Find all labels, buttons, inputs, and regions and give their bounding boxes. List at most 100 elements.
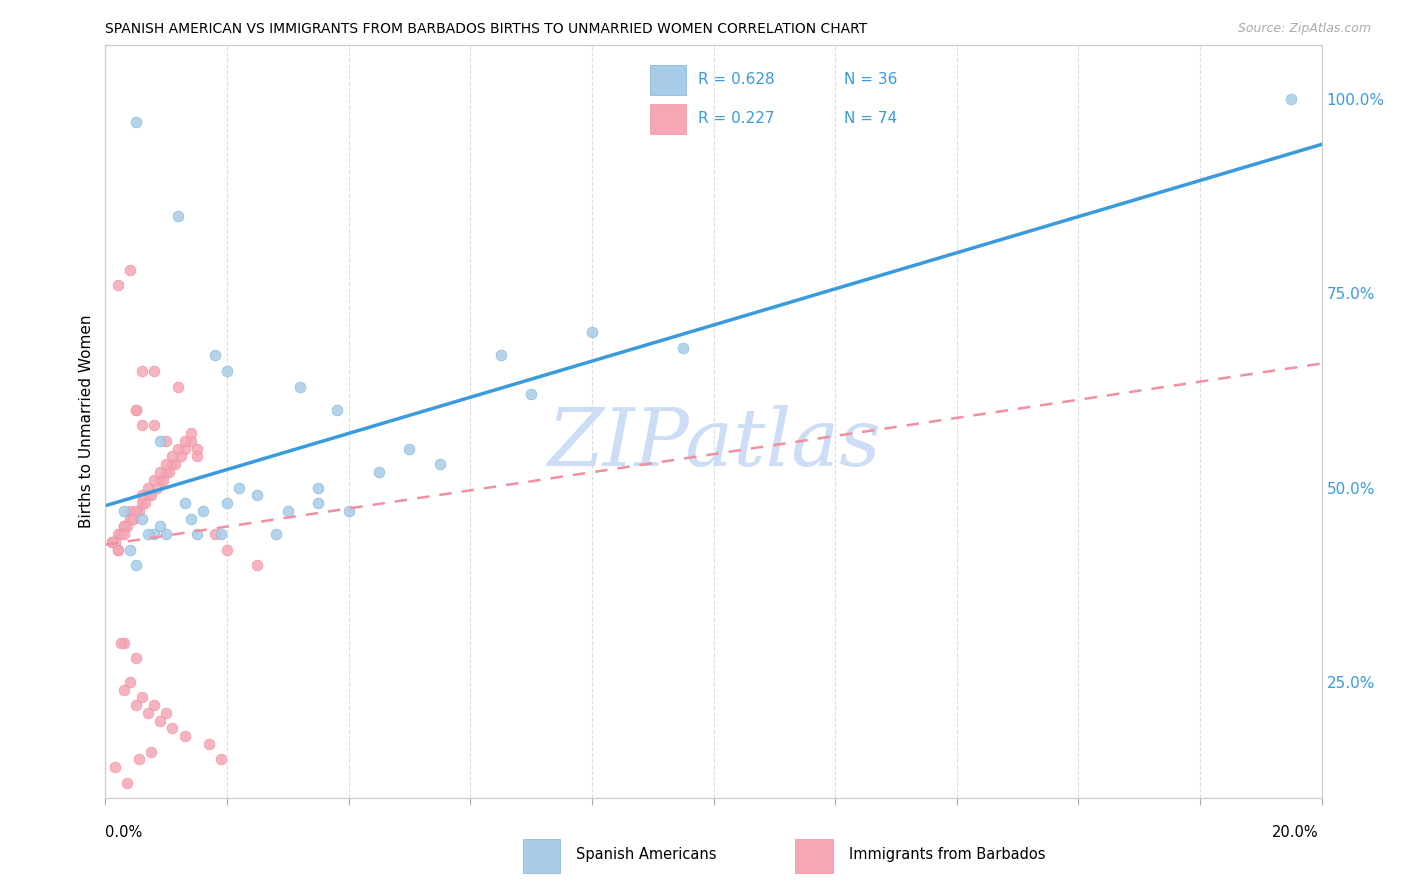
Point (118, 511, 141, 525)
Point (155, 434, 177, 448)
Point (128, 752, 150, 766)
Point (581, 325, 603, 339)
Point (100, 535, 122, 549)
Point (149, 519, 172, 533)
Point (186, 450, 208, 464)
Bar (650, 103, 686, 134)
Point (136, 481, 159, 495)
Point (180, 511, 202, 525)
Point (173, 434, 195, 448)
Point (162, 457, 184, 471)
Point (139, 488, 162, 502)
Point (143, 473, 166, 487)
Point (112, 527, 135, 541)
Point (170, 450, 193, 464)
Point (128, 504, 150, 518)
Point (131, 418, 153, 433)
Point (112, 519, 135, 533)
Point (131, 496, 153, 510)
Point (103, 760, 125, 774)
Point (186, 527, 208, 541)
Point (125, 402, 148, 417)
Point (165, 457, 187, 471)
Text: Immigrants from Barbados: Immigrants from Barbados (849, 847, 1045, 862)
Point (131, 488, 153, 502)
Point (191, 504, 214, 518)
Point (131, 364, 153, 378)
Point (325, 402, 347, 417)
Point (264, 527, 287, 541)
Text: R = 0.628: R = 0.628 (699, 72, 775, 87)
Point (155, 465, 177, 479)
Point (131, 511, 153, 525)
Point (162, 722, 184, 736)
Text: Source: ZipAtlas.com: Source: ZipAtlas.com (1237, 22, 1371, 36)
Point (125, 504, 148, 518)
Point (115, 776, 138, 790)
Point (143, 698, 166, 712)
Point (209, 527, 232, 541)
Point (136, 488, 159, 502)
Text: N = 36: N = 36 (844, 72, 897, 87)
Point (288, 379, 311, 393)
Point (107, 527, 129, 541)
Point (167, 379, 190, 393)
Point (146, 481, 169, 495)
Point (110, 636, 132, 650)
Point (143, 418, 166, 433)
Point (162, 450, 184, 464)
Point (217, 496, 239, 510)
Point (429, 457, 451, 471)
Point (112, 636, 135, 650)
Point (186, 442, 208, 456)
Point (110, 527, 132, 541)
Point (100, 535, 122, 549)
Point (672, 341, 695, 355)
Point (157, 465, 180, 479)
Point (180, 434, 202, 448)
Point (180, 426, 202, 441)
Point (143, 527, 166, 541)
Text: Spanish Americans: Spanish Americans (576, 847, 717, 862)
Point (1279, 92, 1302, 106)
Point (149, 465, 172, 479)
Point (121, 511, 143, 525)
Point (198, 737, 221, 751)
Point (217, 542, 239, 557)
Point (398, 442, 420, 456)
Point (167, 209, 190, 223)
Point (149, 473, 172, 487)
Point (167, 442, 190, 456)
Point (155, 706, 177, 720)
Point (118, 263, 141, 277)
Point (143, 364, 166, 378)
Bar (650, 64, 686, 95)
Point (118, 504, 141, 518)
Point (125, 558, 148, 573)
Point (112, 504, 135, 518)
Bar (796, 839, 832, 872)
Point (118, 674, 141, 689)
Point (115, 519, 138, 533)
Point (103, 535, 125, 549)
Text: 20.0%: 20.0% (1272, 825, 1319, 839)
Point (173, 442, 195, 456)
Point (125, 698, 148, 712)
Point (209, 752, 232, 766)
Point (155, 457, 177, 471)
Point (217, 364, 239, 378)
Text: 0.0%: 0.0% (105, 825, 142, 839)
Point (112, 519, 135, 533)
Point (149, 714, 172, 728)
Point (107, 278, 129, 293)
Point (107, 542, 129, 557)
Point (134, 496, 156, 510)
Point (489, 348, 512, 362)
Point (136, 706, 159, 720)
Point (131, 690, 153, 705)
Point (204, 348, 226, 362)
Y-axis label: Births to Unmarried Women: Births to Unmarried Women (79, 315, 94, 528)
Point (149, 434, 172, 448)
Point (125, 115, 148, 129)
Point (246, 558, 269, 573)
